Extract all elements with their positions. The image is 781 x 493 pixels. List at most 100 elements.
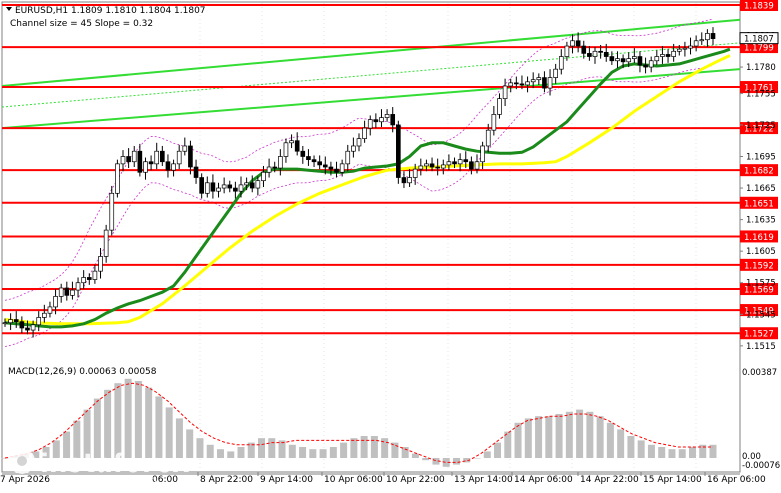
level-label-bg	[740, 327, 778, 340]
candle-body	[508, 82, 514, 87]
candle-body	[446, 161, 452, 166]
candle-body	[25, 327, 30, 331]
macd-bar	[504, 431, 512, 458]
candle-body	[491, 114, 497, 131]
candle-body	[407, 177, 412, 184]
candle-body	[598, 50, 603, 53]
channel-info-label: Channel size = 45 Slope = 0.32	[10, 19, 153, 29]
macd-bar	[247, 442, 255, 458]
price-tick-label: 1.1635	[746, 216, 776, 226]
level-label-bg	[740, 230, 778, 243]
candle-body	[379, 117, 384, 123]
macd-bar	[258, 438, 266, 458]
candles	[2, 27, 716, 338]
macd-bar	[165, 407, 173, 458]
price-tick-label: 1.1515	[746, 342, 776, 352]
candle-body	[109, 192, 115, 231]
candle-body	[306, 156, 311, 160]
candle-body	[710, 33, 716, 40]
candle-body	[412, 168, 418, 178]
level-label-bg	[740, 122, 778, 135]
candle-body	[64, 287, 70, 296]
macd-bar	[463, 458, 471, 463]
candle-body	[13, 319, 19, 323]
candle-body	[154, 150, 160, 165]
watermark: instaforex Instant Forex Trading	[9, 448, 190, 486]
candle-body	[480, 145, 485, 163]
candle-body	[210, 182, 216, 192]
channel-lower-line	[1, 68, 741, 130]
candle-body	[70, 289, 75, 296]
candle-body	[362, 127, 367, 139]
candle-body	[632, 56, 637, 60]
candle-body	[8, 319, 13, 324]
candle-body	[620, 58, 626, 63]
time-axis: 7 Apr 2026 06:00 8 Apr 22:00 9 Apr 14:00 10 …	[0, 472, 766, 485]
candle-body	[474, 161, 480, 170]
time-label: 15 Apr 14:00	[643, 475, 702, 485]
candle-body	[328, 166, 334, 170]
candle-body	[19, 321, 25, 329]
candle-body	[345, 150, 351, 165]
macd-bar	[442, 458, 450, 467]
macd-bar	[422, 458, 430, 461]
candle-body	[261, 171, 266, 182]
ma-slow-line	[4, 54, 731, 326]
candle-body	[396, 124, 401, 178]
price-tick-label: 1.1755	[746, 89, 776, 99]
time-label: 13 Apr 14:00	[454, 475, 513, 485]
time-label-first: 7 Apr 2026	[0, 475, 50, 485]
candle-body	[339, 163, 345, 173]
channel-upper-line	[1, 18, 741, 87]
candle-body	[165, 161, 171, 171]
macd-bar	[658, 447, 666, 458]
candle-body	[334, 168, 339, 173]
time-label: 10 Apr 06:00	[324, 475, 383, 485]
candle-body	[221, 184, 227, 189]
candle-body	[204, 182, 210, 194]
candle-body	[199, 177, 204, 194]
candle-body	[637, 56, 643, 66]
macd-bar	[288, 444, 296, 458]
candle-body	[75, 282, 81, 291]
macd-bar	[206, 444, 214, 458]
candle-body	[654, 56, 660, 62]
macd-bar	[596, 416, 604, 458]
candle-body	[693, 40, 699, 47]
candle-body	[120, 156, 126, 165]
candle-body	[294, 140, 300, 152]
candle-body	[367, 119, 373, 129]
candle-body	[42, 312, 47, 318]
candle-body	[373, 119, 379, 123]
time-label: 14 Apr 06:00	[514, 475, 573, 485]
macd-bar	[524, 418, 532, 458]
candle-body	[2, 322, 8, 325]
candle-body	[542, 77, 547, 89]
macd-bar	[360, 436, 368, 458]
macd-bar	[145, 387, 153, 458]
macd-bar	[688, 447, 696, 458]
macd-bar	[350, 438, 358, 458]
macd-bar	[32, 451, 40, 458]
candle-body	[519, 83, 525, 86]
level-label-bg	[740, 258, 778, 271]
macd-bar	[391, 442, 399, 458]
macd-bar	[647, 444, 655, 458]
candle-body	[238, 184, 244, 192]
chevron-down-icon[interactable]	[6, 7, 12, 11]
logo-center-icon	[17, 456, 27, 466]
macd-bar	[370, 436, 378, 458]
candle-body	[81, 277, 86, 284]
macd-bar	[124, 378, 132, 458]
candle-body	[671, 50, 676, 57]
macd-bar	[606, 422, 614, 458]
macd-scale-top: 0.00387	[742, 368, 777, 378]
candle-body	[457, 159, 463, 165]
watermark-tagline: Instant Forex Trading	[52, 475, 157, 486]
macd-bar	[381, 438, 389, 458]
candle-body	[92, 270, 98, 280]
macd-bar	[1, 458, 9, 459]
candle-body	[587, 53, 592, 57]
candle-body	[115, 163, 120, 194]
